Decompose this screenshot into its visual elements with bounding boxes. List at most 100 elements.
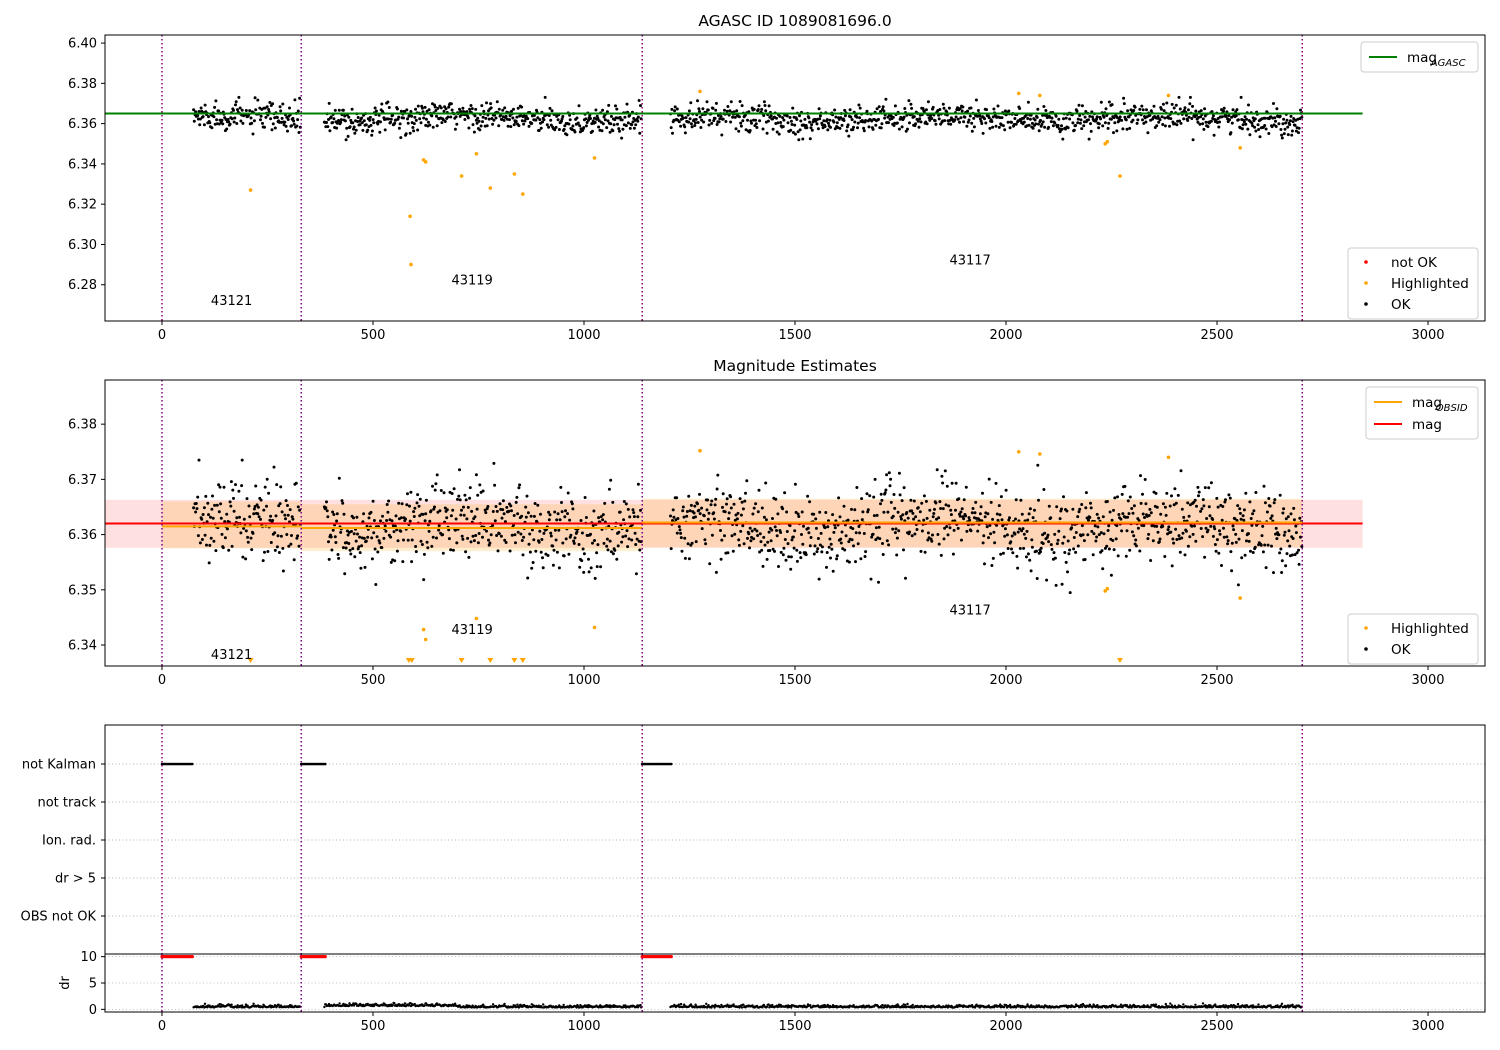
ok-point (925, 516, 929, 520)
ok-point (701, 107, 705, 111)
ok-point (700, 506, 704, 510)
ok-point (225, 127, 229, 131)
ok-point (1093, 524, 1097, 528)
ok-point (1010, 120, 1013, 124)
ok-point (377, 539, 381, 543)
ok-point (820, 545, 824, 549)
highlighted-point (459, 174, 464, 178)
ok-point (215, 118, 219, 122)
ok-point (700, 527, 704, 531)
ok-point (826, 525, 830, 529)
ok-point (596, 543, 600, 547)
ok-point (878, 537, 882, 541)
ok-point (1166, 528, 1170, 532)
ok-point (1230, 541, 1234, 545)
ok-point (379, 519, 382, 523)
ok-point (1036, 463, 1040, 467)
ok-point (1088, 516, 1092, 519)
ok-point (341, 501, 345, 505)
obsid-label: 43119 (451, 623, 492, 638)
ok-point (463, 493, 467, 497)
x-tick-label: 1500 (778, 673, 811, 688)
ok-point (1167, 525, 1171, 529)
dr-point (677, 1003, 681, 1006)
ok-point (981, 541, 985, 545)
ok-point (1272, 571, 1275, 575)
ok-point (1170, 564, 1174, 568)
ok-point (594, 108, 598, 112)
ok-point (1003, 128, 1007, 132)
ok-point (597, 125, 601, 129)
ok-point (624, 124, 628, 128)
ok-point (1169, 117, 1173, 121)
ok-point (227, 120, 231, 124)
ok-point (615, 107, 619, 111)
ok-point (548, 106, 552, 110)
obsid-label: 43117 (949, 254, 990, 269)
x-tick-label: 1000 (567, 1019, 600, 1034)
ok-point (719, 529, 722, 532)
ok-point (495, 100, 499, 104)
text-layer: 0 500 1000 1500 2000 2500 30006.286.306.326.34… (21, 12, 1479, 1034)
ok-point (997, 504, 1001, 508)
ok-point (339, 118, 343, 122)
ok-point (229, 504, 233, 508)
ok-point (489, 102, 493, 106)
ok-point (712, 517, 716, 521)
ok-point (1279, 547, 1283, 551)
ok-point (337, 556, 341, 560)
ok-point (553, 510, 557, 514)
ok-point (632, 126, 636, 130)
ok-point (857, 525, 861, 528)
ok-point (503, 106, 507, 110)
ok-point (958, 107, 962, 111)
ok-point (213, 503, 217, 507)
offscale-marker (519, 658, 526, 663)
ok-point (1170, 494, 1173, 498)
ok-point (1061, 137, 1065, 141)
ok-point (1065, 509, 1069, 513)
ok-point (1095, 535, 1099, 539)
ok-point (435, 536, 438, 540)
ok-point (418, 117, 422, 121)
ok-point (440, 121, 444, 125)
ok-point (938, 108, 942, 111)
ok-point (295, 124, 299, 128)
ok-point (1236, 583, 1240, 587)
ok-point (542, 531, 546, 535)
ok-point (937, 516, 941, 520)
ok-point (420, 543, 424, 546)
ok-point (234, 100, 238, 104)
ok-point (599, 565, 603, 569)
ok-point (485, 124, 489, 128)
ok-point (739, 124, 743, 128)
ok-point (192, 108, 196, 112)
ok-point (1008, 126, 1012, 130)
dr-point (203, 1002, 207, 1005)
ok-point (416, 493, 420, 497)
ok-point (669, 547, 673, 551)
ok-point (874, 123, 878, 127)
ok-point (1018, 107, 1022, 110)
ok-point (606, 119, 610, 123)
ok-point (827, 545, 831, 549)
ok-point (1082, 539, 1086, 543)
ok-point (518, 483, 522, 487)
ok-point (914, 515, 918, 519)
flag-point (191, 762, 194, 766)
dr-point (1002, 1006, 1006, 1009)
ok-point (1193, 524, 1196, 528)
dr-point (1222, 1004, 1225, 1007)
ok-point (1110, 518, 1114, 522)
dr-point (911, 1003, 914, 1007)
x-tick-label: 500 (361, 673, 386, 688)
ok-point (201, 513, 205, 516)
ok-point (404, 517, 407, 521)
ok-point (284, 499, 288, 503)
ok-point (1190, 117, 1194, 120)
ok-point (353, 131, 357, 135)
ok-point (739, 121, 743, 125)
dr-clipped-point (190, 955, 194, 959)
highlighted-point (521, 192, 525, 196)
ok-point (481, 115, 485, 119)
